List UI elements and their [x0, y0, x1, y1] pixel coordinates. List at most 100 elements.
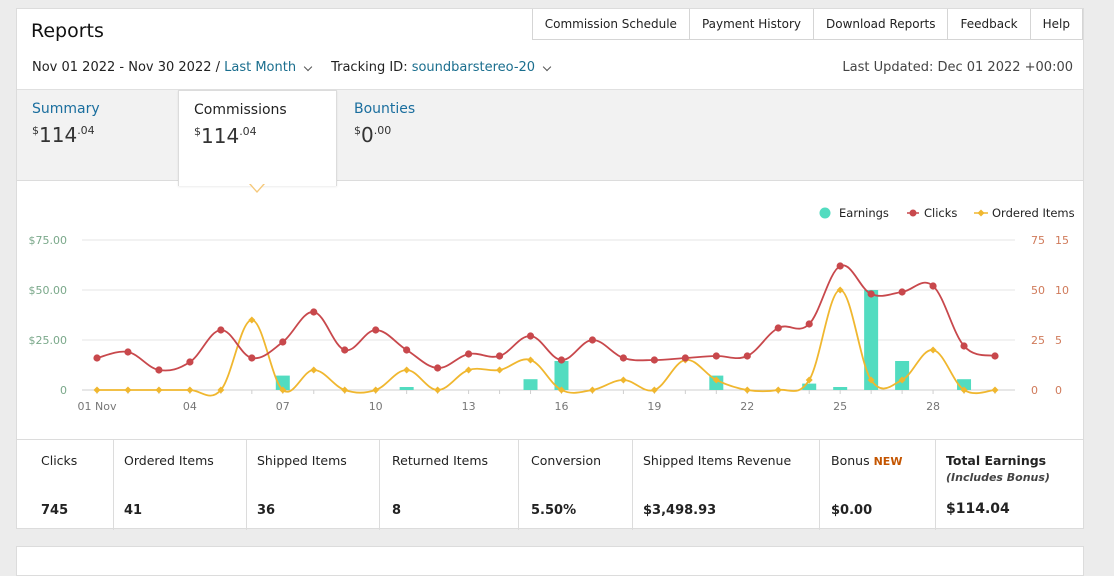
chevron-down-icon[interactable] [303, 62, 313, 71]
ordered-items-point [403, 366, 411, 374]
ordered-items-point [186, 386, 194, 394]
clicks-point [155, 366, 163, 374]
download-reports-button[interactable]: Download Reports [812, 9, 949, 40]
clicks-point [310, 308, 318, 316]
y-right-tick-label: 10 [1055, 284, 1069, 297]
legend-ordered-swatch [977, 209, 985, 217]
summary-tabs: Summary $114.04 Commissions $114.04 Boun… [17, 89, 1083, 186]
help-button[interactable]: Help [1029, 9, 1083, 40]
clicks-point [526, 332, 535, 340]
clicks-point [681, 354, 689, 362]
ordered-items-point [991, 386, 999, 394]
clicks-point [805, 320, 813, 328]
clicks-point [464, 350, 473, 358]
earnings-bar [802, 383, 817, 390]
stat-value: 745 [41, 503, 69, 518]
ordered-items-point [279, 386, 287, 394]
ordered-items-point [341, 386, 349, 394]
period-dropdown[interactable]: Last Month [224, 60, 297, 75]
ordered-items-point [774, 386, 782, 394]
y-left-tick-label: $75.00 [29, 234, 68, 247]
stat-clicks: Clicks 745 [17, 440, 114, 530]
ordered-items-point [124, 386, 132, 394]
earnings-chart: $75.00 75 15$50.00 50 10$25.00 25 50 0 001 Nov 04… [29, 206, 1075, 413]
clicks-point [898, 288, 906, 296]
clicks-point [124, 348, 132, 356]
tab-amount: $0.00 [354, 123, 392, 147]
clicks-point [495, 352, 504, 360]
last-updated: Last Updated: Dec 01 2022 +00:00 [842, 60, 1073, 75]
tab-amount: $114.04 [194, 124, 257, 148]
payment-history-button[interactable]: Payment History [688, 9, 814, 40]
x-tick-label: 25 [833, 400, 847, 413]
ordered-items-point [743, 386, 751, 394]
ordered-items-point [248, 316, 256, 324]
reports-card: Reports Commission Schedule Payment Hist… [16, 8, 1084, 530]
ordered-items-point [527, 356, 535, 364]
y-left-tick-label: 0 [60, 384, 67, 397]
tab-summary[interactable]: Summary $114.04 [17, 90, 177, 180]
top-nav: Commission Schedule Payment History Down… [531, 9, 1083, 40]
ordered-items-point [898, 376, 906, 384]
stat-label: Ordered Items [124, 453, 214, 468]
stat-label: Clicks [41, 453, 78, 468]
ordered-items-point [217, 386, 225, 394]
legend-earnings-swatch [819, 207, 831, 219]
tab-label: Bounties [354, 101, 416, 117]
x-tick-label: 07 [276, 400, 290, 413]
clicks-point [650, 356, 658, 364]
stat-label: Total Earnings (Includes Bonus) [946, 453, 1073, 484]
clicks-point [991, 352, 999, 360]
chevron-down-icon[interactable] [542, 62, 552, 71]
new-badge: NEW [873, 455, 903, 468]
stat-sublabel: (Includes Bonus) [946, 471, 1050, 484]
secondary-card [16, 546, 1084, 576]
stat-shipped-revenue: Shipped Items Revenue $3,498.93 [633, 440, 820, 530]
y-left-tick-label: $50.00 [29, 284, 68, 297]
earnings-bar [833, 387, 848, 390]
tracking-id-dropdown[interactable]: soundbarstereo-20 [411, 60, 536, 75]
earnings-bar [554, 361, 569, 390]
clicks-point [403, 346, 411, 354]
tab-commissions[interactable]: Commissions $114.04 [178, 90, 337, 186]
clicks-point [929, 282, 937, 290]
feedback-button[interactable]: Feedback [947, 9, 1031, 40]
page-title: Reports [31, 20, 104, 42]
y-left-tick-label: $25.00 [29, 334, 68, 347]
clicks-point [712, 352, 720, 360]
clicks-point [960, 342, 968, 350]
tab-bounties[interactable]: Bounties $0.00 [339, 90, 499, 180]
stat-total-earnings: Total Earnings (Includes Bonus) $114.04 [936, 440, 1083, 530]
clicks-point [279, 338, 287, 346]
y-right-tick-label: 0 [1031, 384, 1038, 397]
legend-earnings: Earnings [839, 206, 889, 220]
x-tick-label: 22 [740, 400, 754, 413]
clicks-line [96, 264, 996, 372]
stat-label: Shipped Items Revenue [643, 453, 792, 468]
commission-schedule-button[interactable]: Commission Schedule [531, 9, 690, 40]
earnings-bar [957, 379, 972, 390]
clicks-point [836, 262, 844, 270]
y-right-tick-label: 50 [1031, 284, 1045, 297]
clicks-point [867, 290, 875, 298]
clicks-point [248, 354, 256, 362]
earnings-bar [864, 290, 879, 390]
ordered-items-point [465, 366, 473, 374]
y-right-tick-label: 0 [1055, 384, 1062, 397]
stat-label: Shipped Items [257, 453, 347, 468]
ordered-items-point [372, 386, 380, 394]
tab-label: Commissions [194, 102, 287, 118]
clicks-point [588, 336, 597, 344]
active-tab-pointer [249, 183, 265, 193]
ordered-items-point [712, 376, 720, 384]
clicks-point [434, 364, 442, 372]
x-tick-label: 13 [462, 400, 476, 413]
stat-label: Conversion [531, 453, 602, 468]
clicks-point [743, 352, 751, 360]
ordered-items-point [588, 386, 596, 394]
tab-amount: $114.04 [32, 123, 95, 147]
clicks-point [619, 354, 628, 362]
ordered-items-point [960, 386, 968, 394]
ordered-items-point [650, 386, 658, 394]
x-tick-label: 01 Nov [78, 400, 117, 413]
